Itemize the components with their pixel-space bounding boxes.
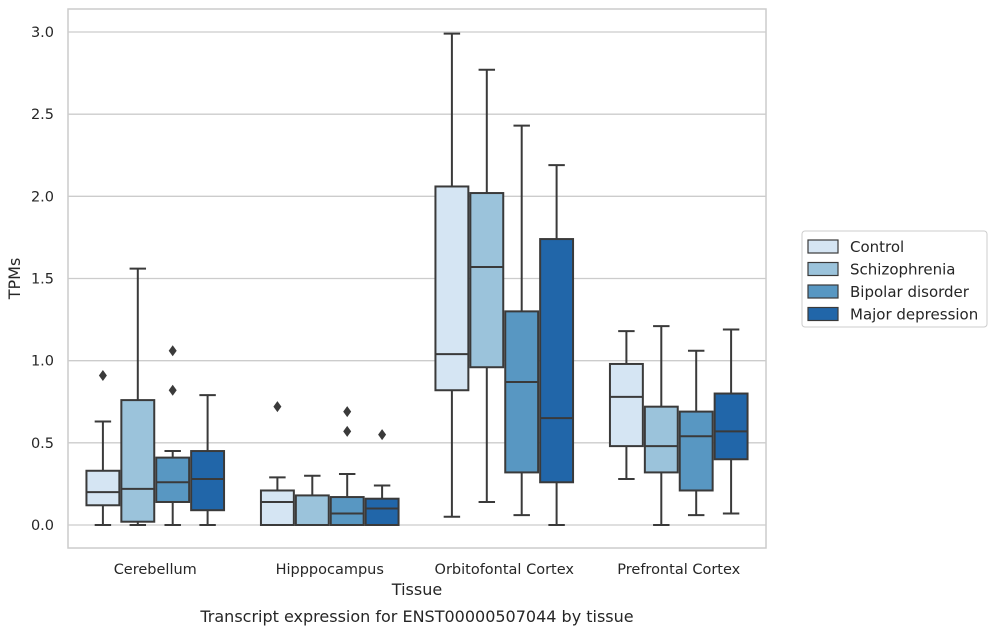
grid-lines: [68, 31, 766, 526]
box: [294, 474, 330, 526]
legend-swatch: [807, 284, 839, 299]
legend-frame: [801, 230, 988, 328]
box: [364, 429, 400, 526]
box: [678, 349, 714, 517]
box: [190, 394, 226, 526]
x-tick-labels: Cerebellum Hipppocampus Orbitofontal Corte…: [114, 562, 741, 578]
outlier-point: [378, 429, 387, 441]
box-iqr: [504, 310, 540, 474]
x-tick-label: Cerebellum: [114, 562, 197, 578]
legend-label: Major depression: [850, 306, 978, 324]
y-tick-label: 3.0: [31, 25, 54, 41]
box-iqr: [364, 497, 400, 526]
box-iqr: [190, 450, 226, 512]
y-tick-label: 1.5: [31, 272, 54, 288]
legend-label: Schizophrenia: [850, 261, 955, 279]
box: [434, 32, 470, 518]
outlier-point: [168, 345, 177, 357]
y-tick-label: 2.5: [31, 107, 54, 123]
legend-swatch: [807, 261, 839, 277]
box: [713, 328, 749, 515]
series-major-depression: [190, 164, 749, 526]
chart-caption: Transcript expression for ENST0000050704…: [199, 607, 633, 626]
series-control: [85, 32, 644, 526]
outlier-point: [343, 406, 352, 418]
box-iqr: [329, 496, 365, 526]
plot-frame: [67, 8, 767, 549]
box-series-layer: [85, 32, 749, 526]
box-iqr: [643, 405, 679, 474]
box: [608, 330, 644, 480]
box: [329, 406, 365, 526]
legend-swatch: [807, 306, 839, 322]
outlier-point: [343, 425, 352, 437]
box-iqr: [539, 238, 575, 484]
box-iqr: [713, 392, 749, 461]
box: [643, 325, 679, 526]
series-schizophrenia: [120, 68, 679, 526]
series-bipolar-disorder: [155, 124, 714, 526]
y-tick-label: 2.0: [31, 189, 54, 205]
box: [120, 267, 156, 526]
box-iqr: [469, 192, 505, 369]
legend-label: Bipolar disorder: [850, 283, 970, 301]
x-tick-label: Prefrontal Cortex: [617, 562, 740, 578]
box-iqr: [85, 469, 121, 507]
box: [155, 345, 191, 526]
y-axis-label: TPMs: [5, 258, 24, 301]
box: [469, 68, 505, 503]
outlier-point: [168, 384, 177, 396]
box: [504, 124, 540, 517]
box-iqr: [678, 410, 714, 492]
outlier-point: [98, 369, 107, 381]
outlier-point: [273, 401, 282, 413]
box-iqr: [259, 489, 295, 526]
box-iqr: [434, 185, 470, 392]
legend: Control Schizophrenia Bipolar disorder Majo…: [801, 230, 988, 328]
x-axis-label: Tissue: [391, 580, 442, 599]
x-tick-label: Hipppocampus: [276, 562, 384, 578]
box-iqr: [155, 456, 191, 503]
x-tick-label: Orbitofontal Cortex: [435, 562, 575, 578]
y-tick-label: 1.0: [31, 354, 54, 370]
box: [85, 369, 121, 526]
box: [539, 164, 575, 526]
y-tick-label: 0.0: [31, 518, 54, 534]
box-iqr: [608, 362, 644, 448]
y-tick-labels: 0.0 0.5 1.0 1.5 2.0 2.5 3.0: [31, 25, 54, 534]
box-iqr: [294, 494, 330, 526]
box: [259, 401, 295, 526]
box-iqr: [120, 399, 156, 523]
legend-label: Control: [850, 238, 904, 256]
legend-swatch: [807, 239, 839, 254]
y-tick-label: 0.5: [31, 436, 54, 452]
